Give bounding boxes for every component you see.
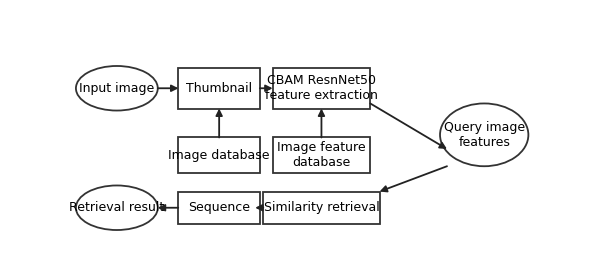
Text: Sequence: Sequence	[188, 201, 250, 214]
FancyBboxPatch shape	[272, 137, 370, 173]
FancyBboxPatch shape	[178, 68, 260, 109]
Ellipse shape	[76, 66, 158, 110]
Text: Similarity retrieval: Similarity retrieval	[263, 201, 379, 214]
Text: Image database: Image database	[169, 149, 270, 161]
FancyBboxPatch shape	[178, 137, 260, 173]
Text: Input image: Input image	[79, 82, 154, 95]
FancyBboxPatch shape	[178, 191, 260, 224]
FancyBboxPatch shape	[263, 191, 380, 224]
Text: Query image
features: Query image features	[443, 121, 525, 149]
Text: Image feature
database: Image feature database	[277, 141, 366, 169]
Ellipse shape	[76, 185, 158, 230]
Text: Retrieval result: Retrieval result	[69, 201, 164, 214]
Text: CBAM ResnNet50
feature extraction: CBAM ResnNet50 feature extraction	[265, 74, 378, 102]
Text: Thumbnail: Thumbnail	[186, 82, 252, 95]
FancyBboxPatch shape	[272, 68, 370, 109]
Ellipse shape	[440, 103, 529, 166]
